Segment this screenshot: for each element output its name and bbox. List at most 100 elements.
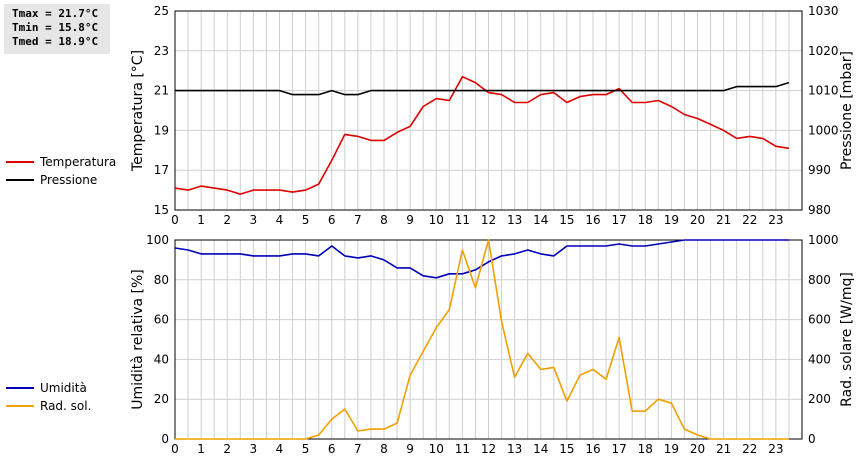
stats-box: Tmax = 21.7°C Tmin = 15.8°C Tmed = 18.9°… [4,4,110,54]
chart1-x-tick-label: 15 [559,213,574,227]
chart2-x-tick-label: 3 [250,442,258,456]
chart1-y-right-tick-label: 1000 [808,123,839,137]
chart1-x-tick-label: 7 [354,213,362,227]
chart2-y-right-tick-label: 1000 [808,233,839,247]
chart1-y-right-tick-label: 1010 [808,84,839,98]
chart1-x-tick-label: 10 [429,213,444,227]
chart2-x-tick-label: 4 [276,442,284,456]
chart1-x-tick-label: 12 [481,213,496,227]
chart1-x-tick-label: 18 [638,213,653,227]
legend-swatch-rad-sol [6,405,34,407]
chart1-x-tick-label: 9 [406,213,414,227]
chart2-y-left-tick-label: 100 [146,233,169,247]
chart2-x-tick-label: 12 [481,442,496,456]
legend-bottom: Umidità Rad. sol. [6,379,91,415]
legend-swatch-pressione [6,179,34,181]
chart2-y-left-tick-label: 20 [154,392,169,406]
chart1-y-right-tick-label: 980 [808,203,831,217]
chart2-x-tick-label: 8 [380,442,388,456]
chart2-x-tick-label: 1 [197,442,205,456]
chart2-y-left-tick-label: 0 [161,432,169,446]
chart1-y-right-axis-title: Pressione [mbar] [839,51,855,170]
chart2-x-tick-label: 5 [302,442,310,456]
chart1-x-tick-label: 14 [533,213,548,227]
chart2-x-tick-label: 22 [742,442,757,456]
chart1-x-tick-label: 20 [690,213,705,227]
chart1-x-tick-label: 22 [742,213,757,227]
chart1-y-right-tick-label: 1030 [808,4,839,18]
chart1-x-tick-label: 1 [197,213,205,227]
tmed-text: Tmed = 18.9°C [12,35,99,48]
chart1-series-temperatura [174,75,790,195]
tmin-text: Tmin = 15.8°C [12,21,99,34]
chart2-y-right-axis-title: Rad. solare [W/mq] [839,272,855,407]
chart2-y-right-tick-label: 600 [808,313,831,327]
chart1-y-left-tick-label: 23 [154,44,169,58]
chart1-x-tick-label: 8 [380,213,388,227]
chart1-x-tick-label: 13 [507,213,522,227]
chart2-x-tick-label: 21 [716,442,731,456]
chart2-x-tick-label: 17 [611,442,626,456]
chart1-x-tick-label: 23 [768,213,783,227]
chart1-x-tick-label: 3 [250,213,258,227]
chart2-x-tick-label: 13 [507,442,522,456]
chart2-x-tick-label: 14 [533,442,548,456]
chart2-series-rad-sol [175,239,789,440]
chart1-y-left-tick-label: 17 [154,163,169,177]
legend-label-rad-sol: Rad. sol. [40,399,92,413]
chart2-x-tick-label: 2 [223,442,231,456]
chart1-plot-frame [174,10,803,211]
chart2-y-right-tick-label: 800 [808,273,831,287]
chart2-y-right-tick-label: 400 [808,352,831,366]
chart1-x-tick-label: 5 [302,213,310,227]
chart2-x-tick-label: 6 [328,442,336,456]
legend-item-temperatura: Temperatura [6,153,116,171]
chart2-x-tick-label: 20 [690,442,705,456]
chart2-x-tick-label: 0 [171,442,179,456]
chart1-series-pressione [175,81,790,96]
chart2-y-right-tick-label: 0 [808,432,816,446]
chart2-x-tick-label: 18 [638,442,653,456]
chart2-x-tick-label: 23 [768,442,783,456]
chart2-x-tick-label: 11 [455,442,470,456]
chart1-x-tick-label: 21 [716,213,731,227]
legend-label-pressione: Pressione [40,173,98,187]
chart2-y-left-axis-title: Umidità relativa [%] [130,269,146,410]
legend-item-pressione: Pressione [6,171,116,189]
chart2-series-umidit [174,239,789,279]
chart2-x-tick-label: 9 [406,442,414,456]
tmax-text: Tmax = 21.7°C [12,7,99,20]
chart1-y-left-tick-label: 25 [154,4,169,18]
chart2-y-left-tick-label: 40 [154,352,169,366]
chart1-x-tick-label: 2 [223,213,231,227]
chart2-y-left-tick-label: 80 [154,273,169,287]
chart1-y-left-tick-label: 21 [154,84,169,98]
chart1-y-left-tick-label: 19 [154,123,169,137]
chart1-x-tick-label: 17 [611,213,626,227]
legend-swatch-umidita [6,387,34,389]
chart1-y-left-axis-title: Temperatura [°C] [130,50,146,172]
chart1-y-right-tick-label: 990 [808,163,831,177]
chart2-x-tick-label: 19 [664,442,679,456]
chart1-x-tick-label: 16 [585,213,600,227]
chart1-x-tick-label: 11 [455,213,470,227]
chart2-y-left-tick-label: 60 [154,313,169,327]
chart1-x-tick-label: 19 [664,213,679,227]
chart1-x-tick-label: 6 [328,213,336,227]
chart1-y-right-tick-label: 1020 [808,44,839,58]
chart2-y-right-tick-label: 200 [808,392,831,406]
chart2-x-tick-label: 16 [585,442,600,456]
chart1-x-tick-label: 0 [171,213,179,227]
chart2-x-tick-label: 7 [354,442,362,456]
legend-item-rad-sol: Rad. sol. [6,397,91,415]
legend-item-umidita: Umidità [6,379,91,397]
legend-label-umidita: Umidità [40,381,87,395]
chart2-x-tick-label: 10 [429,442,444,456]
legend-top: Temperatura Pressione [6,153,116,189]
legend-swatch-temperatura [6,161,34,163]
legend-label-temperatura: Temperatura [40,155,117,169]
chart2-x-tick-label: 15 [559,442,574,456]
chart1-x-tick-label: 4 [276,213,284,227]
chart1-y-left-tick-label: 15 [154,203,169,217]
